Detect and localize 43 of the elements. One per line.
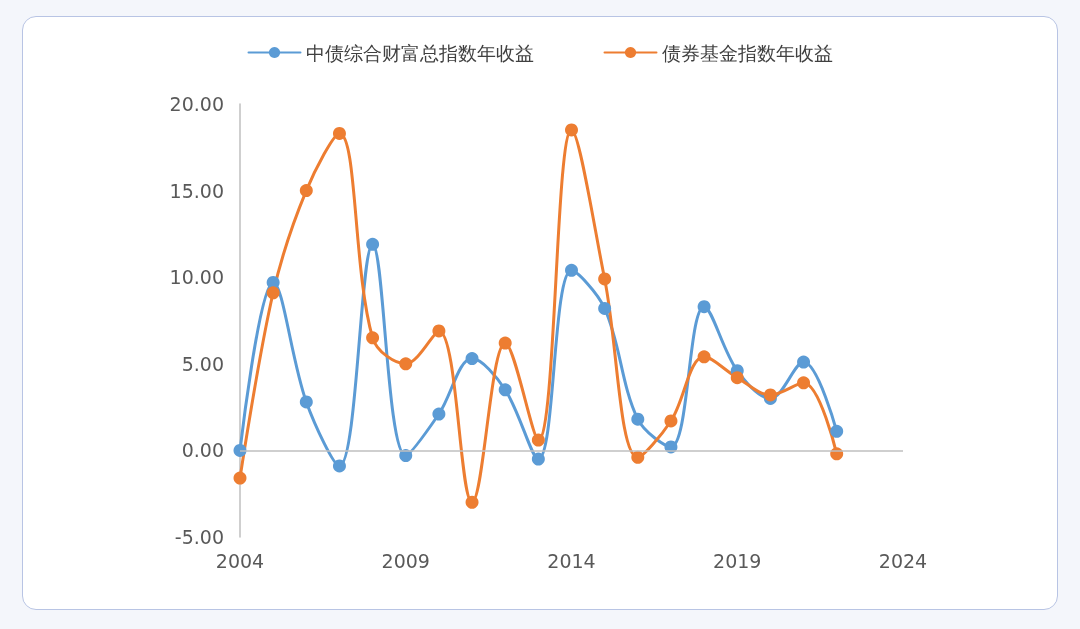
- y-tick-label: 5.00: [181, 352, 224, 375]
- point: [332, 459, 346, 473]
- point: [531, 452, 545, 466]
- x-tick-label: 2019: [713, 549, 762, 572]
- point: [797, 355, 811, 369]
- point: [465, 495, 479, 509]
- point: [598, 301, 612, 315]
- point: [797, 376, 811, 390]
- point: [465, 352, 479, 366]
- y-tick-label: 10.00: [169, 266, 224, 289]
- point: [366, 331, 380, 345]
- point: [432, 324, 446, 338]
- point: [664, 414, 678, 428]
- y-tick-label: 20.00: [169, 93, 224, 115]
- point: [299, 395, 313, 409]
- point: [432, 407, 446, 421]
- x-tick-label: 2004: [215, 549, 265, 572]
- y-tick-label: 15.00: [169, 179, 224, 202]
- point: [830, 424, 844, 438]
- point: [399, 357, 413, 371]
- point: [498, 383, 512, 397]
- point: [332, 126, 346, 140]
- point: [598, 272, 612, 286]
- point: [531, 433, 545, 447]
- point: [565, 123, 578, 137]
- y-tick-label: -5.00: [174, 526, 224, 548]
- point: [233, 471, 247, 485]
- point: [498, 336, 512, 350]
- point: [565, 263, 578, 277]
- point: [631, 450, 645, 464]
- legend-label: 中债综合财富总指数年收益: [305, 41, 534, 64]
- point: [266, 286, 280, 300]
- point: [299, 184, 313, 198]
- y-tick-label: 0.00: [181, 439, 224, 462]
- x-tick-label: 2014: [547, 549, 596, 572]
- legend-label: 债券基金指数年收益: [661, 41, 833, 64]
- point: [697, 350, 711, 364]
- point: [730, 371, 744, 385]
- point: [366, 237, 380, 251]
- x-tick-label: 2009: [381, 549, 430, 572]
- point: [697, 300, 711, 314]
- point: [631, 412, 645, 426]
- x-tick-label: 2024: [878, 549, 928, 572]
